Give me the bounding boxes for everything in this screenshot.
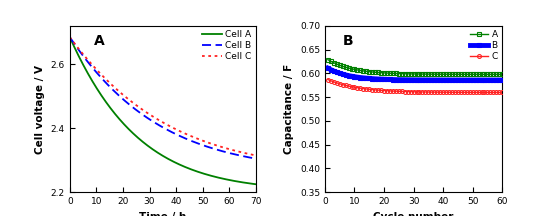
- Line: Cell A: Cell A: [70, 37, 256, 184]
- Y-axis label: Cell voltage / V: Cell voltage / V: [35, 65, 45, 154]
- Y-axis label: Capacitance / F: Capacitance / F: [285, 64, 295, 154]
- Line: Cell C: Cell C: [70, 37, 256, 156]
- Cell C: [253, 154, 259, 157]
- Cell B: [211, 148, 218, 150]
- Cell B: [189, 140, 195, 143]
- Cell B: [253, 157, 259, 160]
- Cell A: [125, 128, 132, 130]
- Cell A: [119, 121, 126, 124]
- Cell C: [211, 143, 218, 146]
- Cell B: [119, 97, 126, 100]
- Line: Cell B: Cell B: [70, 37, 256, 159]
- Cell B: [66, 36, 73, 38]
- X-axis label: Cycle number: Cycle number: [373, 212, 454, 216]
- Cell C: [66, 36, 73, 38]
- Cell C: [234, 150, 241, 153]
- Cell B: [125, 103, 132, 105]
- Cell C: [125, 98, 132, 101]
- Text: A: A: [94, 34, 105, 48]
- Cell C: [189, 135, 195, 138]
- Cell A: [189, 168, 195, 171]
- Cell A: [234, 180, 241, 183]
- Cell A: [211, 175, 218, 178]
- Cell A: [112, 113, 119, 116]
- Cell A: [66, 36, 73, 38]
- Cell C: [112, 87, 119, 89]
- X-axis label: Time / h: Time / h: [139, 212, 186, 216]
- Legend: Cell A, Cell B, Cell C: Cell A, Cell B, Cell C: [200, 29, 253, 63]
- Cell B: [112, 91, 119, 94]
- Cell A: [253, 183, 259, 186]
- Text: B: B: [343, 34, 353, 48]
- Cell B: [234, 154, 241, 156]
- Cell C: [119, 93, 126, 95]
- Legend: A, B, C: A, B, C: [468, 29, 499, 63]
